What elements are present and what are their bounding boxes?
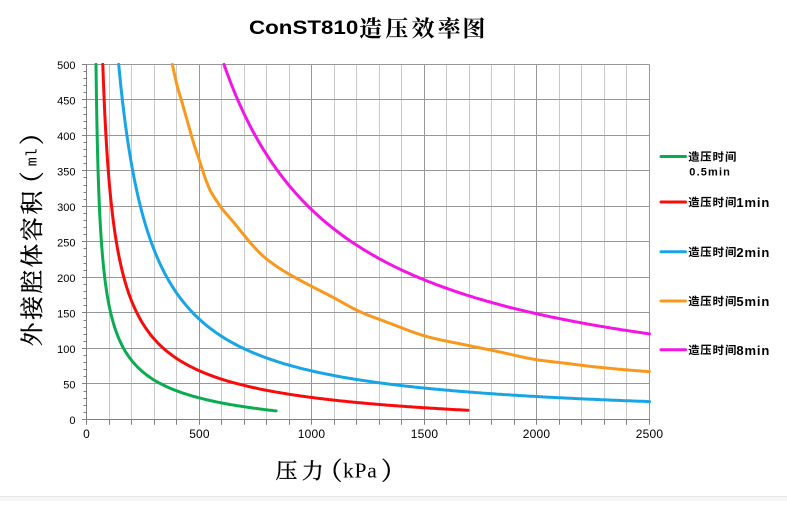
svg-text:1500: 1500 <box>411 427 439 441</box>
svg-text:1000: 1000 <box>298 427 326 441</box>
svg-text:ConST810: ConST810 <box>249 18 358 39</box>
svg-text:2000: 2000 <box>523 427 551 441</box>
svg-text:400: 400 <box>57 131 75 143</box>
svg-text:1min: 1min <box>736 195 770 210</box>
svg-text:0: 0 <box>69 415 75 427</box>
svg-text:300: 300 <box>57 202 75 214</box>
svg-text:0.5min: 0.5min <box>689 167 731 179</box>
svg-text:50: 50 <box>63 380 75 392</box>
svg-text:0: 0 <box>83 427 90 441</box>
svg-text:5min: 5min <box>736 294 770 309</box>
svg-text:2min: 2min <box>736 245 770 260</box>
svg-text:2500: 2500 <box>636 427 664 441</box>
svg-text:150: 150 <box>57 309 75 321</box>
svg-text:350: 350 <box>57 167 75 179</box>
svg-text:ml: ml <box>24 148 41 166</box>
svg-text:500: 500 <box>189 427 210 441</box>
svg-text:450: 450 <box>57 96 75 108</box>
svg-text:250: 250 <box>57 238 75 250</box>
svg-text:8min: 8min <box>736 343 770 358</box>
svg-text:100: 100 <box>57 344 75 356</box>
svg-text:200: 200 <box>57 273 75 285</box>
svg-text:500: 500 <box>57 60 75 72</box>
svg-text:kPa: kPa <box>343 458 378 482</box>
